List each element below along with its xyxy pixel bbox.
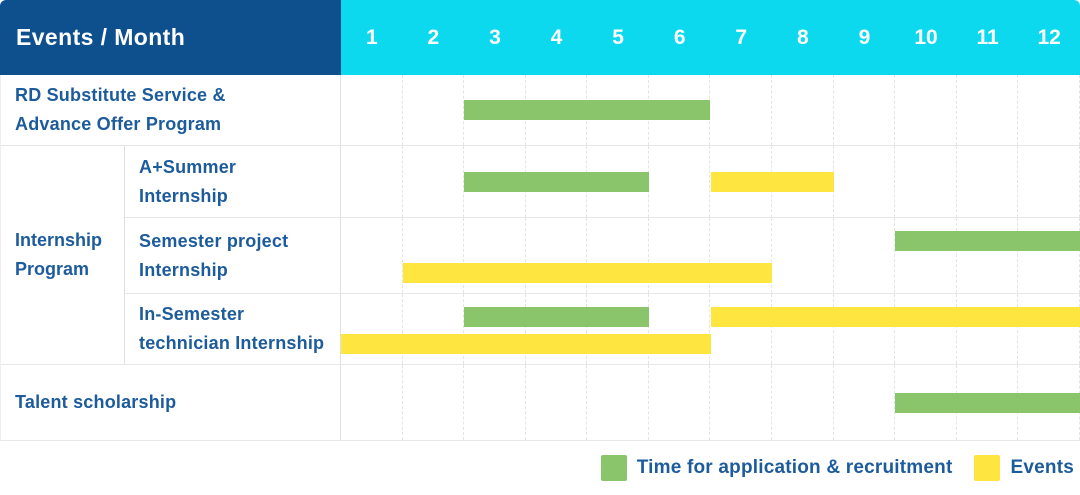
legend-label-events: Events [1010,457,1074,479]
events-bar [341,334,711,354]
month-grid-column [649,365,711,440]
month-grid-column [587,365,649,440]
legend: Time for application & recruitment Event… [0,441,1080,495]
legend-item-recruitment: Time for application & recruitment [601,455,953,481]
month-grid-column [834,365,896,440]
month-grid-column [526,365,588,440]
month-header-12: 12 [1018,0,1080,75]
month-grid-column [403,75,465,145]
table-row: RD Substitute Service &Advance Offer Pro… [1,75,1080,146]
month-grid-column [772,294,834,364]
month-grid-column [1018,218,1080,293]
month-grid-column [895,75,957,145]
legend-label-recruitment: Time for application & recruitment [637,457,953,479]
row-label-line: Program [15,255,124,284]
events-bar [711,307,1080,327]
month-grid-column [1018,75,1080,145]
month-grid-column [895,218,957,293]
row-label-line: Internship [139,182,340,211]
month-grid-column [464,365,526,440]
events-bar [403,263,773,283]
month-grid-column [834,75,896,145]
row-label-line: technician Internship [139,329,340,358]
month-grid-column [710,365,772,440]
recruitment-bar [464,172,649,192]
row-timeline [341,294,1080,364]
month-grid-column [341,365,403,440]
month-grid-column [895,146,957,217]
month-grid-column [403,146,465,217]
table-row: Talent scholarship [1,365,1080,441]
row-timeline [341,218,1080,293]
row-label-line: Internship [139,256,340,285]
month-header-3: 3 [464,0,526,75]
month-grid-column [957,294,1019,364]
month-grid-column [957,218,1019,293]
row-timeline [341,146,1080,217]
row-label-line: RD Substitute Service & [15,81,340,110]
month-grid-column [710,75,772,145]
month-grid-column [649,146,711,217]
row-label-line: Talent scholarship [15,388,340,417]
month-grid-column [1018,146,1080,217]
row-label-line: Internship [15,226,124,255]
yellow-swatch-icon [974,455,1000,481]
row-label-line: In-Semester [139,300,340,329]
month-grid-column [834,218,896,293]
month-grid-column [957,75,1019,145]
recruitment-bar [464,100,710,120]
month-grid-column [1018,294,1080,364]
month-header-10: 10 [895,0,957,75]
events-bar [711,172,834,192]
month-header-2: 2 [403,0,465,75]
recruitment-bar [895,393,1080,413]
row-timeline [341,75,1080,145]
row-label-line: Advance Offer Program [15,110,340,139]
month-header-5: 5 [587,0,649,75]
month-grid-column [957,146,1019,217]
row-label: RD Substitute Service &Advance Offer Pro… [1,75,341,145]
row-timeline [341,365,1080,440]
recruitment-bar [464,307,649,327]
recruitment-bar [895,231,1080,251]
month-grid-column [772,365,834,440]
row-label: Talent scholarship [1,365,341,440]
month-grid-column [895,294,957,364]
month-header-11: 11 [957,0,1019,75]
schedule-table-body: RD Substitute Service &Advance Offer Pro… [0,75,1080,441]
month-grid-column [341,218,403,293]
month-header-4: 4 [526,0,588,75]
row-label-line: A+Summer [139,153,340,182]
month-header-6: 6 [649,0,711,75]
month-grid-column [341,75,403,145]
month-grid-column [772,218,834,293]
month-grid-column [710,294,772,364]
month-grid-column [403,365,465,440]
month-grid-column [834,146,896,217]
row-label-line: Semester project [139,227,340,256]
month-header-9: 9 [834,0,896,75]
events-month-header: Events / Month [0,0,341,75]
month-header-8: 8 [772,0,834,75]
month-grid-column [772,75,834,145]
month-header-1: 1 [341,0,403,75]
month-grid-column [341,146,403,217]
green-swatch-icon [601,455,627,481]
legend-item-events: Events [974,455,1074,481]
month-grid-column [834,294,896,364]
month-header-7: 7 [710,0,772,75]
